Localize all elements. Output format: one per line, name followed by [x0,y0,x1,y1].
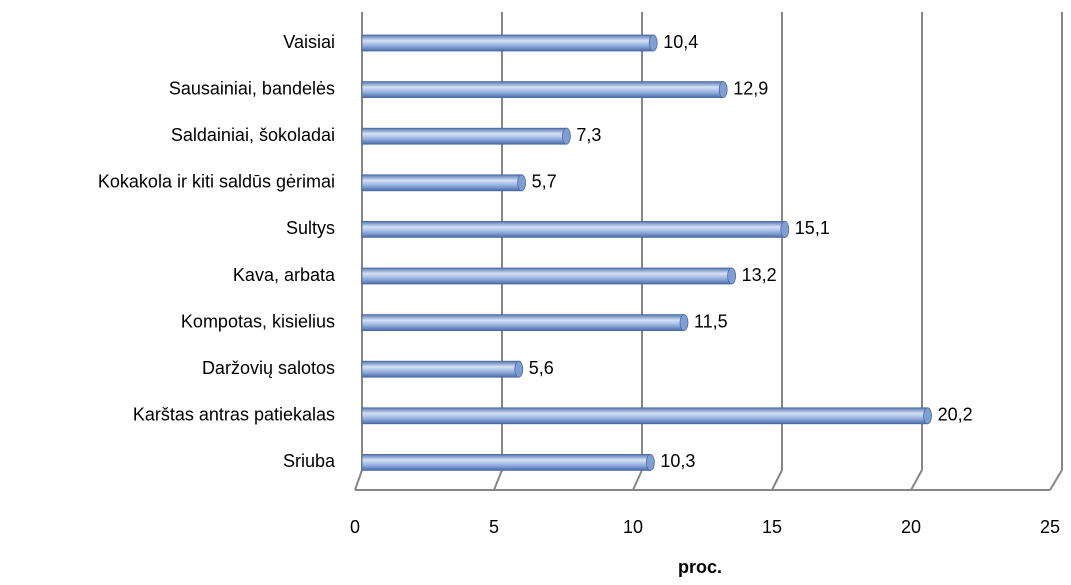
bar-cap [648,34,658,52]
value-label: 20,2 [938,405,973,425]
bar-cap [679,314,689,332]
grid-line [910,469,923,491]
bar-cap [514,360,524,378]
y-tick-label: Kompotas, kisielius [181,311,335,331]
value-label: 15,1 [795,218,830,238]
y-tick-label: Vaisiai [283,32,335,52]
y-tick-label: Karštas antras patiekalas [133,405,335,425]
bar-cap [727,267,736,285]
bar [361,127,567,145]
bar [361,314,685,332]
x-axis-label: proc. [678,557,722,577]
bar [361,407,928,425]
bar [361,174,523,192]
value-label: 10,3 [660,451,695,471]
bar [361,453,651,471]
bar [361,360,520,378]
x-tick-label: 10 [623,517,643,537]
x-tick-label: 0 [350,517,360,537]
value-label: 5,7 [532,172,557,192]
value-label: 13,2 [742,265,777,285]
x-tick-label: 20 [901,517,921,537]
value-label: 11,5 [694,311,728,331]
y-tick-label: Saldainiai, šokoladai [171,125,335,145]
grid-line [493,469,503,491]
bar-cap [517,174,526,192]
value-label: 5,6 [529,358,554,378]
x-tick-label: 25 [1040,517,1060,537]
x-tick-label: 5 [489,517,499,537]
bar-cap [923,407,932,425]
grid-line [771,469,783,491]
bar-cap [780,220,790,238]
y-tick-label: Daržovių salotos [202,358,335,378]
bar [361,34,654,52]
value-label: 12,9 [733,78,768,98]
y-tick-label: Sultys [286,218,335,238]
bar [361,81,724,98]
y-tick-label: Sausainiai, bandelės [169,78,335,98]
bar-cap [562,127,571,145]
bar [361,267,733,285]
bar-cap [646,453,655,471]
bar [361,220,786,238]
y-tick-label: Sriuba [283,451,336,471]
grid-line [632,469,643,491]
grid-line [1049,469,1063,491]
y-tick-label: Kokakola ir kiti saldūs gėrimai [98,172,335,192]
value-label: 7,3 [576,125,601,145]
bar-cap [718,81,728,98]
y-tick-label: Kava, arbata [233,265,336,285]
x-tick-label: 15 [762,517,782,537]
left-wall [354,469,363,491]
value-label: 10,4 [663,32,698,52]
